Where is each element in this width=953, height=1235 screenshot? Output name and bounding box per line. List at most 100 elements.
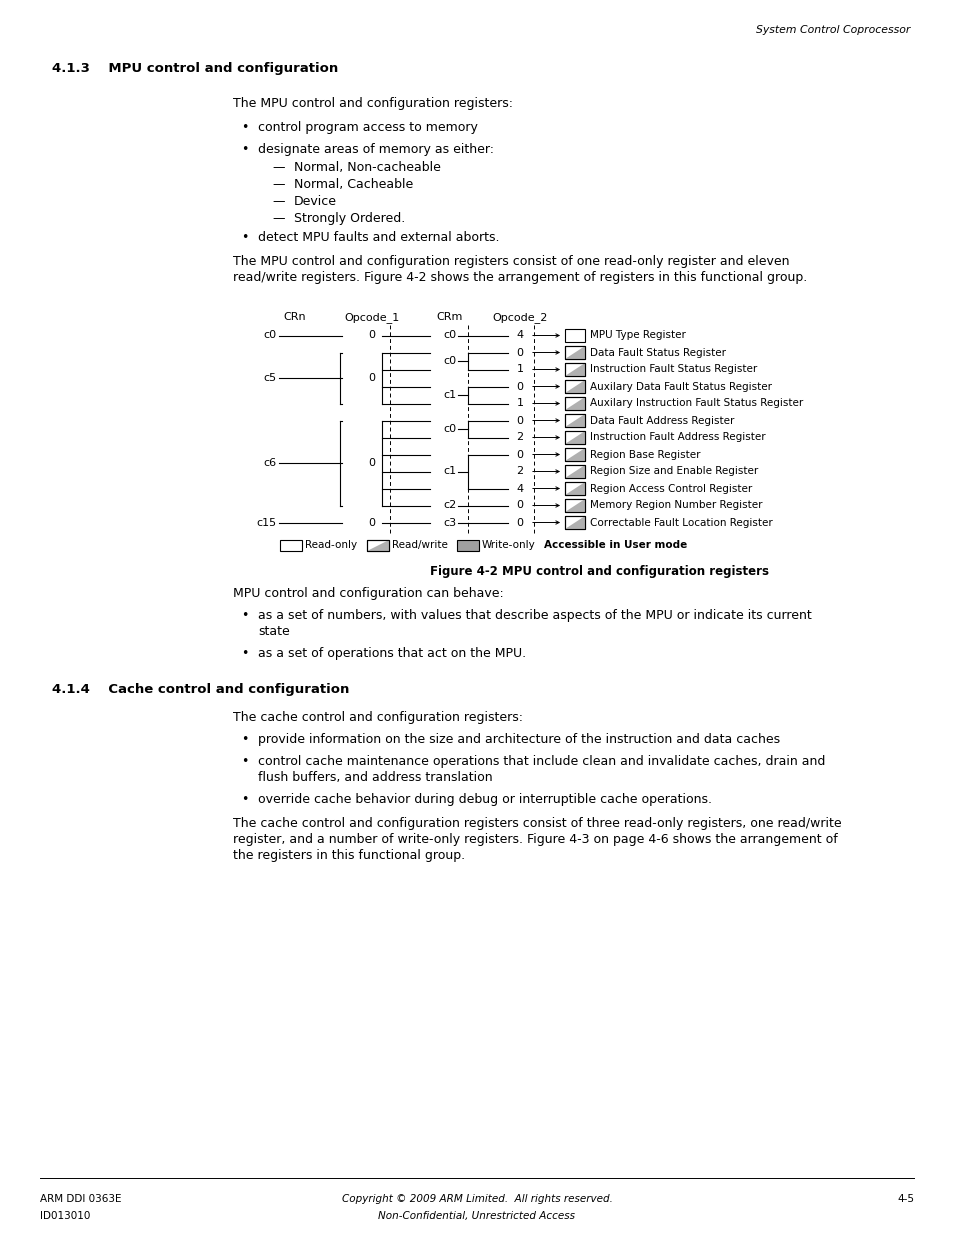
Polygon shape (564, 482, 584, 495)
Text: as a set of numbers, with values that describe aspects of the MPU or indicate it: as a set of numbers, with values that de… (257, 609, 811, 622)
Bar (564, 482, 584, 495)
Polygon shape (564, 346, 584, 359)
Text: —: — (272, 195, 284, 207)
Bar (564, 329, 584, 342)
Polygon shape (564, 499, 584, 513)
Bar (367, 540, 389, 551)
Text: MPU control and configuration can behave:: MPU control and configuration can behave… (233, 587, 503, 600)
Polygon shape (564, 396, 584, 410)
Text: —: — (272, 161, 284, 174)
Text: •: • (241, 231, 248, 245)
Text: 2: 2 (516, 432, 523, 442)
Polygon shape (564, 448, 584, 461)
Text: control program access to memory: control program access to memory (257, 121, 477, 135)
Text: c2: c2 (443, 500, 456, 510)
Polygon shape (367, 540, 389, 551)
Text: Auxilary Instruction Fault Status Register: Auxilary Instruction Fault Status Regist… (589, 399, 802, 409)
Text: •: • (241, 793, 248, 806)
Text: —: — (272, 178, 284, 191)
Text: 0: 0 (516, 450, 523, 459)
Text: Data Fault Address Register: Data Fault Address Register (589, 415, 734, 426)
Text: ID013010: ID013010 (40, 1212, 91, 1221)
Text: 0: 0 (368, 458, 375, 468)
Polygon shape (564, 431, 584, 445)
Bar (564, 396, 584, 410)
Text: Accessible in User mode: Accessible in User mode (543, 540, 686, 550)
Text: Opcode_2: Opcode_2 (492, 312, 547, 322)
Text: c0: c0 (264, 331, 276, 341)
Text: c0: c0 (443, 356, 456, 366)
Text: flush buffers, and address translation: flush buffers, and address translation (257, 771, 492, 784)
Text: Instruction Fault Address Register: Instruction Fault Address Register (589, 432, 765, 442)
Polygon shape (564, 516, 584, 529)
Text: CRm: CRm (436, 312, 463, 322)
Text: 0: 0 (368, 373, 375, 383)
Bar (564, 466, 584, 478)
Polygon shape (564, 380, 584, 393)
Text: c5: c5 (264, 373, 276, 383)
Text: Data Fault Status Register: Data Fault Status Register (589, 347, 725, 357)
Text: Region Base Register: Region Base Register (589, 450, 700, 459)
Text: detect MPU faults and external aborts.: detect MPU faults and external aborts. (257, 231, 499, 245)
Bar (456, 540, 478, 551)
Text: ARM DDI 0363E: ARM DDI 0363E (40, 1194, 121, 1204)
Text: Region Access Control Register: Region Access Control Register (589, 483, 752, 494)
Text: 0: 0 (516, 382, 523, 391)
Text: register, and a number of write-only registers. Figure 4-3 on page 4-6 shows the: register, and a number of write-only reg… (233, 832, 837, 846)
Bar (564, 414, 584, 427)
Text: 0: 0 (368, 517, 375, 527)
Text: •: • (241, 734, 248, 746)
Text: 4: 4 (516, 483, 523, 494)
Text: Figure 4-2 MPU control and configuration registers: Figure 4-2 MPU control and configuration… (430, 564, 769, 578)
Polygon shape (564, 363, 584, 375)
Polygon shape (564, 414, 584, 427)
Text: •: • (241, 647, 248, 659)
Text: c0: c0 (443, 331, 456, 341)
Text: The cache control and configuration registers consist of three read-only registe: The cache control and configuration regi… (233, 818, 841, 830)
Text: c15: c15 (256, 517, 276, 527)
Text: 0: 0 (516, 517, 523, 527)
Bar (564, 448, 584, 461)
Text: Read-only: Read-only (305, 540, 356, 550)
Bar (564, 499, 584, 513)
Text: state: state (257, 625, 290, 638)
Text: c6: c6 (264, 458, 276, 468)
Text: designate areas of memory as either:: designate areas of memory as either: (257, 143, 494, 156)
Text: •: • (241, 755, 248, 768)
Text: Read/write: Read/write (392, 540, 447, 550)
Bar (564, 380, 584, 393)
Text: c1: c1 (443, 390, 456, 400)
Text: as a set of operations that act on the MPU.: as a set of operations that act on the M… (257, 647, 525, 659)
Bar (564, 466, 584, 478)
Bar (564, 346, 584, 359)
Text: provide information on the size and architecture of the instruction and data cac: provide information on the size and arch… (257, 734, 780, 746)
Text: The cache control and configuration registers:: The cache control and configuration regi… (233, 711, 522, 724)
Bar (564, 516, 584, 529)
Bar (564, 499, 584, 513)
Text: 0: 0 (516, 347, 523, 357)
Bar (564, 431, 584, 445)
Bar (564, 516, 584, 529)
Text: The MPU control and configuration registers consist of one read-only register an: The MPU control and configuration regist… (233, 254, 789, 268)
Bar (564, 396, 584, 410)
Text: Normal, Cacheable: Normal, Cacheable (294, 178, 413, 191)
Text: •: • (241, 121, 248, 135)
Text: 0: 0 (516, 415, 523, 426)
Bar (367, 540, 389, 551)
Text: Correctable Fault Location Register: Correctable Fault Location Register (589, 517, 772, 527)
Text: read/write registers. Figure 4-2 shows the arrangement of registers in this func: read/write registers. Figure 4-2 shows t… (233, 270, 806, 284)
Text: Auxilary Data Fault Status Register: Auxilary Data Fault Status Register (589, 382, 771, 391)
Text: Non-Confidential, Unrestricted Access: Non-Confidential, Unrestricted Access (378, 1212, 575, 1221)
Text: Region Size and Enable Register: Region Size and Enable Register (589, 467, 758, 477)
Text: 0: 0 (516, 500, 523, 510)
Text: 4.1.4    Cache control and configuration: 4.1.4 Cache control and configuration (52, 683, 349, 697)
Bar (564, 363, 584, 375)
Bar (564, 380, 584, 393)
Bar (564, 448, 584, 461)
Text: The MPU control and configuration registers:: The MPU control and configuration regist… (233, 98, 513, 110)
Text: Memory Region Number Register: Memory Region Number Register (589, 500, 761, 510)
Text: •: • (241, 143, 248, 156)
Text: 4.1.3    MPU control and configuration: 4.1.3 MPU control and configuration (52, 62, 338, 75)
Text: Opcode_1: Opcode_1 (344, 312, 399, 322)
Text: override cache behavior during debug or interruptible cache operations.: override cache behavior during debug or … (257, 793, 711, 806)
